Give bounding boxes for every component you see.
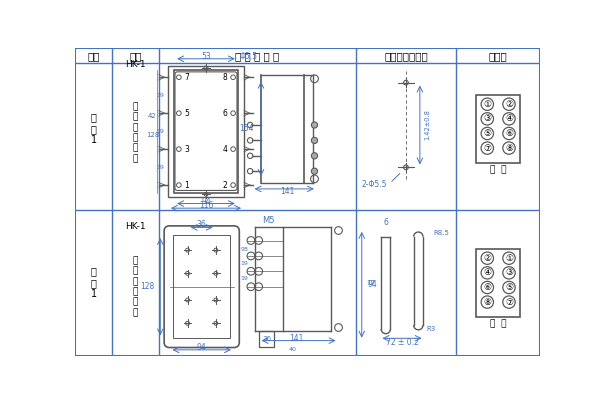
Text: 98: 98 — [241, 247, 248, 252]
Text: ⑧: ⑧ — [505, 144, 513, 152]
Text: 1: 1 — [184, 180, 189, 190]
Text: 7: 7 — [184, 73, 189, 82]
Text: ⑤: ⑤ — [505, 283, 513, 292]
Text: 116: 116 — [199, 201, 213, 210]
Text: 72 ± 0.2: 72 ± 0.2 — [386, 338, 418, 347]
Text: 94: 94 — [201, 197, 211, 206]
Text: ⑧: ⑧ — [483, 298, 491, 306]
Text: 结构: 结构 — [129, 51, 142, 61]
Text: 17: 17 — [366, 280, 375, 286]
Text: 19: 19 — [157, 164, 164, 170]
Text: 附
图
1: 附 图 1 — [91, 266, 97, 300]
Text: 附
图
1: 附 图 1 — [91, 112, 97, 146]
Text: ①: ① — [505, 254, 513, 263]
Text: 42: 42 — [148, 113, 157, 119]
Bar — [174, 70, 238, 193]
Text: ⑦: ⑦ — [505, 298, 513, 306]
Bar — [476, 95, 520, 163]
Text: 141: 141 — [289, 334, 304, 343]
Text: ⑥: ⑥ — [505, 129, 513, 138]
Text: 前  视: 前 视 — [490, 165, 506, 174]
Bar — [476, 249, 520, 317]
Text: Φ5.5: Φ5.5 — [239, 52, 257, 61]
Text: ⑤: ⑤ — [483, 129, 491, 138]
Text: 1.42±0.8: 1.42±0.8 — [425, 110, 431, 140]
Text: 128: 128 — [146, 132, 159, 138]
Text: 53: 53 — [201, 52, 211, 61]
Bar — [173, 235, 230, 338]
Text: ③: ③ — [505, 268, 513, 277]
Text: ④: ④ — [505, 114, 513, 123]
Circle shape — [311, 153, 317, 159]
Text: 94: 94 — [368, 280, 378, 289]
Text: 19: 19 — [157, 93, 164, 98]
Text: ①: ① — [483, 100, 491, 109]
Text: 40: 40 — [289, 347, 297, 352]
Text: 2: 2 — [223, 180, 228, 190]
Text: 4: 4 — [223, 145, 228, 154]
Text: ②: ② — [505, 100, 513, 109]
Circle shape — [311, 137, 317, 144]
Text: 端子图: 端子图 — [489, 51, 508, 61]
Text: R8.5: R8.5 — [434, 230, 450, 236]
Text: 3: 3 — [184, 145, 189, 154]
Text: 8: 8 — [223, 73, 228, 82]
Bar — [168, 66, 244, 197]
Text: 5: 5 — [184, 109, 189, 118]
Text: 安装开孔尺寸图: 安装开孔尺寸图 — [384, 51, 428, 61]
Text: 背  视: 背 视 — [490, 319, 506, 328]
Text: 6: 6 — [383, 218, 388, 227]
Text: ⑥: ⑥ — [483, 283, 491, 292]
Text: HK-1: HK-1 — [125, 222, 146, 231]
Text: ③: ③ — [483, 114, 491, 123]
Text: 2-Φ5.5: 2-Φ5.5 — [361, 180, 386, 189]
Text: ④: ④ — [483, 268, 491, 277]
Text: HK-1: HK-1 — [125, 60, 146, 70]
Text: 19: 19 — [157, 129, 164, 134]
Text: R3: R3 — [427, 326, 436, 332]
Bar — [259, 331, 274, 347]
Text: 128: 128 — [140, 282, 154, 291]
Text: ②: ② — [483, 254, 491, 263]
Circle shape — [311, 122, 317, 128]
Text: 36: 36 — [197, 220, 206, 229]
Text: 6: 6 — [223, 109, 228, 118]
Text: M5: M5 — [263, 216, 275, 225]
Text: 94: 94 — [197, 343, 206, 352]
Text: 141: 141 — [280, 188, 294, 196]
Text: 凸
出
式
后
接
线: 凸 出 式 后 接 线 — [133, 256, 138, 317]
Text: 19: 19 — [241, 276, 248, 282]
Text: 30: 30 — [262, 336, 271, 342]
Text: 凸
出
式
前
接
线: 凸 出 式 前 接 线 — [133, 102, 138, 163]
Text: ⑦: ⑦ — [483, 144, 491, 152]
Text: 图号: 图号 — [88, 51, 100, 61]
Circle shape — [311, 168, 317, 174]
Text: 154: 154 — [239, 124, 253, 133]
Text: 外 形 尺 寸 图: 外 形 尺 寸 图 — [235, 51, 279, 61]
Text: 19: 19 — [241, 261, 248, 266]
